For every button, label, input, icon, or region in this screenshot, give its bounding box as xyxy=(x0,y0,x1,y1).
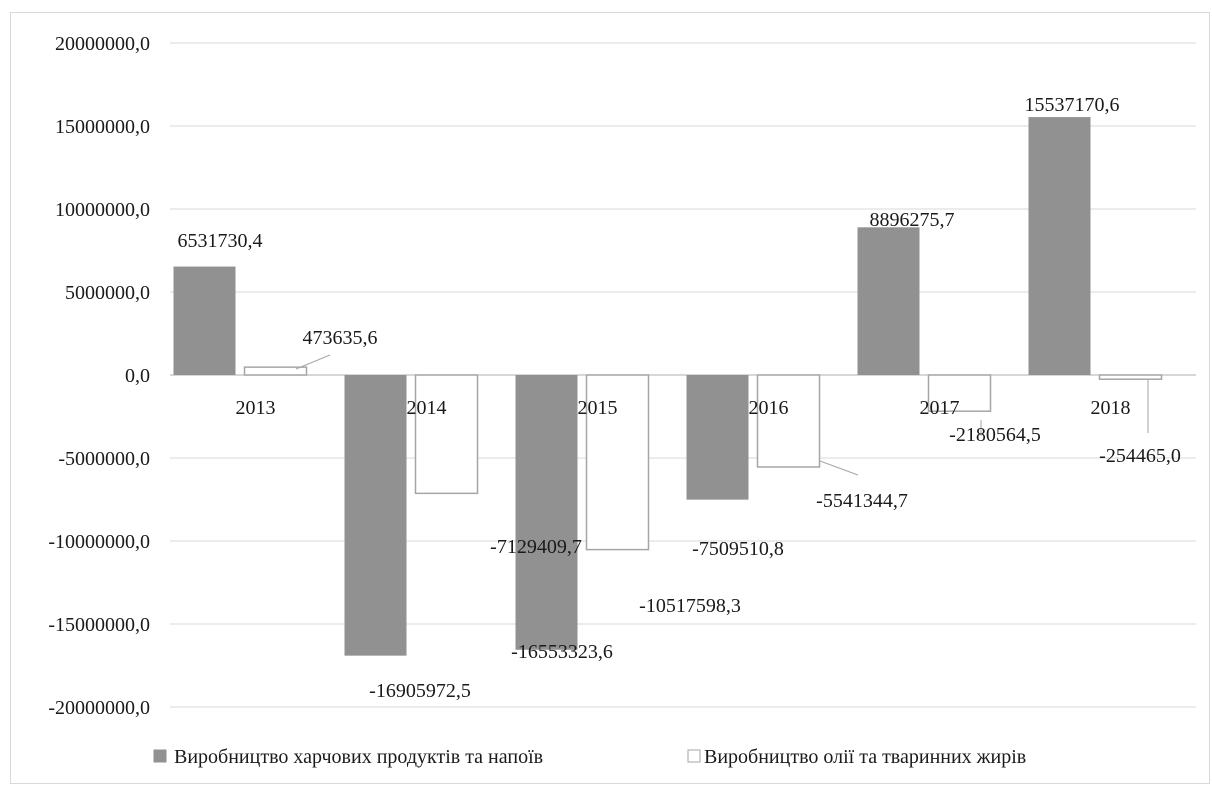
x-axis-category-labels: 2013 2014 2015 2016 2017 2018 xyxy=(236,397,1131,419)
data-label-2015-series-1: -16553323,6 xyxy=(511,641,613,663)
bar-2016-series-1 xyxy=(686,375,749,500)
x-tick-label-2017: 2017 xyxy=(920,397,960,419)
bar-2015-series-2 xyxy=(585,374,650,551)
data-label-2014-series-2: -7129409,7 xyxy=(490,536,582,558)
gridlines xyxy=(170,42,1196,708)
legend-swatch-series-2 xyxy=(687,749,701,763)
y-tick-label: 10000000,0 xyxy=(55,199,150,221)
y-tick-label: -5000000,0 xyxy=(58,448,150,470)
y-tick-label: -10000000,0 xyxy=(48,531,150,553)
bar-2017-series-1 xyxy=(857,227,920,375)
bars xyxy=(173,117,1163,656)
data-label-2013-series-1: 6531730,4 xyxy=(178,230,263,252)
bar-2015-series-1 xyxy=(515,375,578,650)
legend: Виробництво харчових продуктів та напоїв… xyxy=(153,746,1026,768)
x-tick-label-2014: 2014 xyxy=(407,397,447,419)
data-label-2018-series-1: 15537170,6 xyxy=(1025,94,1120,116)
data-label-2015-series-2: -10517598,3 xyxy=(639,595,741,617)
y-tick-label: 15000000,0 xyxy=(55,116,150,138)
data-label-2018-series-2: -254465,0 xyxy=(1099,445,1181,467)
bar-2017-series-2 xyxy=(927,374,992,412)
x-tick-label-2013: 2013 xyxy=(236,397,276,419)
data-label-2017-series-2: -2180564,5 xyxy=(949,424,1041,446)
data-label-2017-series-1: 8896275,7 xyxy=(870,209,955,231)
legend-swatch-series-1 xyxy=(153,749,167,763)
y-tick-label: 20000000,0 xyxy=(55,33,150,55)
legend-label-series-2: Виробництво олії та тваринних жирів xyxy=(704,746,1026,768)
leader-line xyxy=(819,460,859,476)
bar-2014-series-1 xyxy=(344,375,407,656)
bar-2014-series-2 xyxy=(414,374,479,495)
bar-2016-series-2 xyxy=(756,374,821,468)
data-label-2016-series-1: -7509510,8 xyxy=(692,538,784,560)
y-tick-label: 0,0 xyxy=(125,365,150,387)
x-tick-label-2018: 2018 xyxy=(1091,397,1131,419)
y-tick-label: -20000000,0 xyxy=(48,697,150,719)
y-tick-label: 5000000,0 xyxy=(65,282,150,304)
bar-2013-series-1 xyxy=(173,266,236,375)
data-label-2016-series-2: -5541344,7 xyxy=(816,490,908,512)
leader-line xyxy=(295,354,331,370)
data-label-2013-series-2: 473635,6 xyxy=(303,327,378,349)
data-label-2014-series-1: -16905972,5 xyxy=(369,680,471,702)
x-tick-label-2016: 2016 xyxy=(749,397,789,419)
bar-2018-series-1 xyxy=(1028,117,1091,375)
y-tick-label: -15000000,0 xyxy=(48,614,150,636)
label-leader-lines xyxy=(295,354,1149,476)
legend-label-series-1: Виробництво харчових продуктів та напоїв xyxy=(174,746,543,768)
bar-2013-series-2 xyxy=(243,366,308,376)
data-labels: 6531730,4 473635,6 -16905972,5 -7129409,7 -1… xyxy=(178,94,1181,702)
x-tick-label-2015: 2015 xyxy=(578,397,618,419)
bar-2018-series-2 xyxy=(1098,374,1163,380)
y-axis-tick-labels: 20000000,0 15000000,0 10000000,0 5000000,0 0… xyxy=(48,33,150,719)
